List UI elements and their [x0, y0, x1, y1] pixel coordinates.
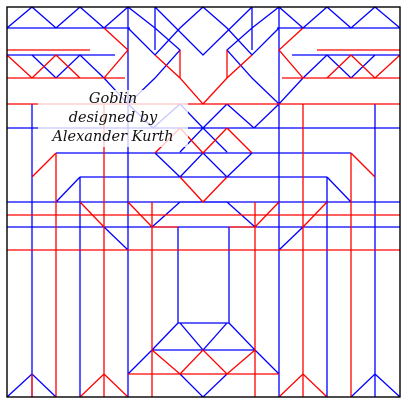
designer-caption: Goblin designed by Alexander Kurth: [38, 90, 188, 147]
valley-fold: [154, 6, 253, 56]
caption-designed-by: designed by: [68, 110, 158, 126]
valley-fold: [154, 152, 181, 178]
mountain-fold: [278, 27, 304, 79]
mountain-fold: [127, 201, 178, 228]
mountain-fold: [350, 152, 376, 178]
valley-fold: [350, 373, 401, 398]
designer-name: Alexander Kurth: [52, 129, 174, 145]
mountain-fold-lines: [6, 27, 401, 398]
valley-fold: [103, 226, 129, 251]
valley-fold: [226, 152, 253, 178]
valley-fold: [127, 6, 280, 56]
paper-border: [6, 6, 401, 398]
valley-fold: [179, 152, 228, 178]
valley-fold: [326, 176, 352, 203]
mountain-fold: [154, 54, 253, 105]
mountain-fold: [6, 54, 81, 79]
valley-fold: [253, 103, 280, 129]
valley-fold: [179, 373, 228, 398]
mountain-fold: [278, 373, 328, 398]
mountain-fold: [302, 201, 328, 228]
mountain-fold: [103, 27, 129, 79]
valley-fold: [31, 6, 181, 105]
mountain-fold: [79, 373, 129, 398]
mountain-fold: [229, 201, 280, 228]
valley-fold: [6, 6, 81, 29]
valley-fold: [226, 103, 255, 129]
valley-fold: [326, 6, 401, 29]
mountain-fold: [79, 201, 105, 228]
model-title: Goblin: [88, 91, 138, 107]
mountain-fold: [226, 127, 253, 154]
mountain-fold: [326, 54, 401, 79]
mountain-fold: [151, 349, 256, 375]
valley-fold: [278, 226, 304, 251]
valley-fold: [226, 6, 376, 105]
mountain-fold: [179, 176, 228, 203]
mountain-fold: [31, 152, 57, 178]
valley-fold: [55, 176, 81, 203]
valley-fold: [179, 322, 228, 351]
